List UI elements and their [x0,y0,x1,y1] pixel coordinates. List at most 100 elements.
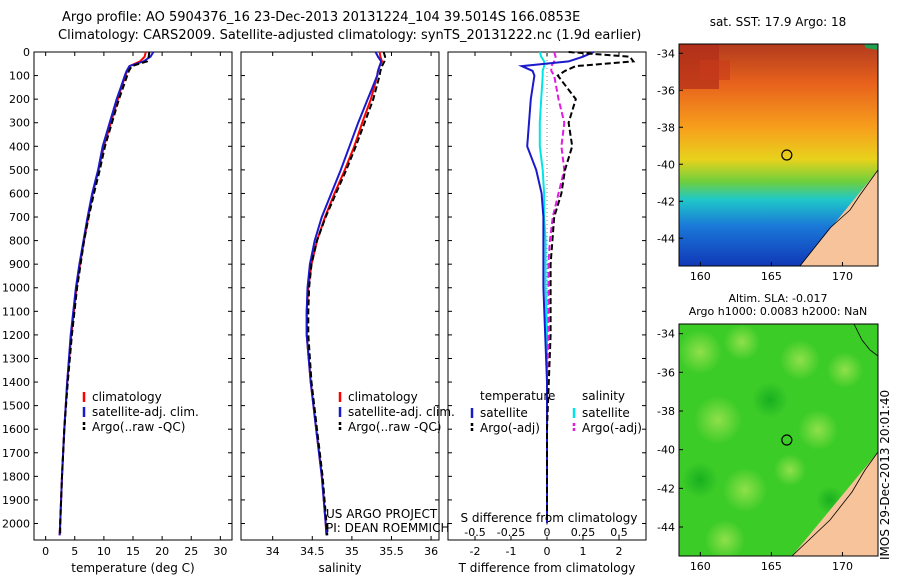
temp-ytick-label: 1700 [2,447,30,460]
temp-series-line [58,51,147,536]
temp-ytick-label: 1000 [2,282,30,295]
temp-ytick-label: 0 [23,46,30,59]
temp-ytick-label: 100 [9,70,30,83]
diff-xtick-label: -1 [506,545,517,558]
imos-timestamp: IMOS 29-Dec-2013 20:01:40 [878,389,892,560]
sla-ytick-label: -36 [657,366,675,379]
temp-ytick-label: 1900 [2,494,30,507]
difference-plot: -2 -1 0 1 2 T difference from climatology -0.5… [447,51,647,575]
temp-ytick-label: 1200 [2,329,30,342]
temp-ytick-label: 300 [9,117,30,130]
diff-legend-temp-title: temperature [480,389,555,403]
temp-xtick-label: 10 [97,545,111,558]
project-label: US ARGO PROJECT [326,507,438,521]
sal-series-line [305,51,383,536]
diff-xtick-label: 0 [544,545,551,558]
diff-x2tick-label: -0.25 [497,526,525,539]
sal-frame [240,51,440,541]
temp-ytick-label: 1600 [2,423,30,436]
temp-xtick-label: 30 [213,545,227,558]
sal-xlabel: salinity [318,561,361,575]
diff-legend-temp-item-label: Argo(-adj) [480,421,540,435]
sst-ytick-label: -36 [657,84,675,97]
sla-ytick-label: -44 [657,521,675,534]
temp-ytick-label: 700 [9,211,30,224]
sal-legend-item-label: satellite-adj. clim. [348,405,455,419]
diff-legend-sal-item-label: satellite [582,406,630,420]
coastline-sst [799,169,878,266]
sst-map-title: sat. SST: 17.9 Argo: 18 [710,15,847,29]
sal-xtick-label: 34.5 [300,545,325,558]
diff-legend-temp-item-label: satellite [480,406,528,420]
sal-xtick-label: 35 [345,545,359,558]
sal-legend-item-label: Argo(..raw -QC) [348,420,441,434]
sla-ytick-label: -38 [657,405,675,418]
sst-map-frame [678,43,879,267]
sst-xtick-label: 170 [832,270,853,283]
sla-map: Altim. SLA: -0.017 Argo h1000: 0.0083 h2… [657,292,879,573]
sst-ytick-label: -44 [657,232,675,245]
temp-ytick-label: 1100 [2,305,30,318]
coastline-sla [791,451,878,556]
sal-xtick-label: 34 [266,545,280,558]
pi-label: PI: DEAN ROEMMICH [326,521,449,535]
diff-x2tick-label: 0.25 [571,526,596,539]
diff-xtick-label: 1 [580,545,587,558]
diff-series-line [546,51,636,524]
sla-xtick-label: 160 [690,560,711,573]
diff-xtick-label: 2 [616,545,623,558]
sal-series-line [305,51,384,536]
figure-title-line1: Argo profile: AO 5904376_16 23-Dec-2013 … [62,10,581,25]
temp-series-line [59,51,151,536]
coastline-north-sla [853,324,878,357]
sst-xtick-label: 160 [690,270,711,283]
temp-xtick-label: 15 [126,545,140,558]
diff-series-line [546,51,566,524]
temp-xtick-label: 0 [42,545,49,558]
sst-ytick-label: -40 [657,158,675,171]
temp-ytick-label: 1500 [2,400,30,413]
land-north-sst [864,44,878,50]
sst-warm-patch-2 [700,60,730,80]
temp-ytick-label: 900 [9,258,30,271]
sla-map-title: Altim. SLA: -0.017 [728,292,827,305]
diff-legend-sal-title: salinity [582,389,625,403]
sla-map-frame [678,323,879,557]
sal-xtick-label: 35.5 [379,545,404,558]
diff-x2label: S difference from climatology [461,511,638,525]
temp-ytick-label: 1400 [2,376,30,389]
diff-legend-sal-item-label: Argo(-adj) [582,421,642,435]
temp-ytick-label: 1800 [2,470,30,483]
temp-ytick-label: 400 [9,140,30,153]
diff-xlabel: T difference from climatology [458,561,636,575]
sst-ytick-label: -38 [657,121,675,134]
temp-ytick-label: 200 [9,93,30,106]
temperature-plot: 0100200300400500600700800900100011001200… [2,46,233,575]
sla-xtick-label: 170 [832,560,853,573]
diff-x2tick-label: -0.5 [464,526,485,539]
temp-legend-item-label: climatology [92,390,162,404]
sla-map-ticks: 160 165 170 -34 -36 -38 -40 -42 -44 [657,328,853,573]
sst-map: sat. SST: 17.9 Argo: 18 160 165 170 -34 -36 -… [657,15,879,283]
temp-xtick-label: 20 [155,545,169,558]
diff-xtick-label: -2 [470,545,481,558]
diff-series-line [517,51,595,524]
sla-xtick-label: 165 [761,560,782,573]
sst-ytick-label: -42 [657,195,675,208]
temp-xlabel: temperature (deg C) [71,561,194,575]
diff-x2tick-label: 0.5 [610,526,628,539]
temp-frame [33,51,233,541]
land-new-zealand-sla [792,452,878,556]
land-new-zealand-sst [800,170,878,266]
temp-legend-item-label: satellite-adj. clim. [92,405,199,419]
temp-ytick-label: 1300 [2,352,30,365]
sal-xtick-label: 36 [424,545,438,558]
temp-series-line [58,51,155,536]
sst-xtick-label: 165 [761,270,782,283]
temp-legend-item-label: Argo(..raw -QC) [92,420,185,434]
sal-series-line [307,51,387,536]
sla-ytick-label: -34 [657,328,675,341]
sst-ytick-label: -34 [657,47,675,60]
temp-ytick-label: 2000 [2,517,30,530]
